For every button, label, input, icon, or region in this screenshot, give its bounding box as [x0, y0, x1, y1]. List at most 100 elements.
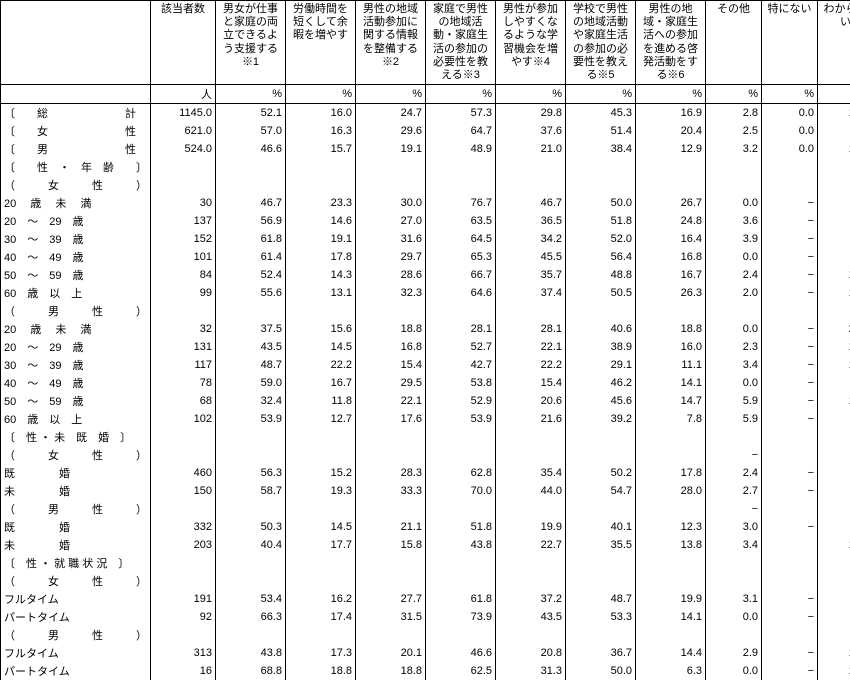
data-cell: 21.1: [356, 518, 426, 536]
data-cell: 18.8: [286, 662, 356, 680]
data-cell: 10.3: [818, 104, 850, 123]
table-row: 既 婚46056.315.228.362.835.450.217.82.4−7.…: [1, 464, 850, 482]
units-row: 人%%%%%%%%%%: [1, 85, 850, 104]
data-cell: 39.2: [566, 410, 636, 428]
data-cell: 17.8: [286, 248, 356, 266]
data-cell: −: [762, 356, 818, 374]
data-cell: [356, 176, 426, 194]
data-cell: 3.6: [706, 212, 762, 230]
data-cell: 20.6: [496, 392, 566, 410]
data-cell: 14.4: [636, 644, 706, 662]
data-cell: [356, 428, 426, 446]
row-label: 20 歳 未 満: [1, 320, 151, 338]
data-cell: [356, 500, 426, 518]
data-cell: 26.3: [636, 284, 706, 302]
h-c4: 家庭で男性の地域活動・家庭生活の参加の必要性を教える※3: [426, 1, 496, 85]
data-cell: 52.7: [426, 338, 496, 356]
row-count: 102: [151, 410, 216, 428]
table-row: （ 女 性 ）: [1, 176, 850, 194]
data-cell: [216, 428, 286, 446]
data-cell: [286, 302, 356, 320]
data-cell: [496, 302, 566, 320]
row-count: 99: [151, 284, 216, 302]
data-cell: 28.1: [426, 320, 496, 338]
row-count: 203: [151, 536, 216, 554]
data-cell: 66.7: [426, 266, 496, 284]
data-cell: 61.8: [426, 590, 496, 608]
data-cell: 51.8: [566, 212, 636, 230]
data-cell: 56.9: [216, 212, 286, 230]
data-cell: 2.0: [706, 284, 762, 302]
data-cell: 12.3: [636, 518, 706, 536]
data-cell: [356, 626, 426, 644]
h-c10: わからない: [818, 1, 850, 85]
data-cell: −: [762, 644, 818, 662]
data-cell: 17.7: [286, 536, 356, 554]
data-cell: 28.3: [356, 464, 426, 482]
data-cell: [286, 500, 356, 518]
data-cell: 12.5: [818, 662, 850, 680]
data-cell: 48.7: [566, 590, 636, 608]
data-cell: 44.0: [496, 482, 566, 500]
data-cell: 38.4: [566, 140, 636, 158]
row-count: 332: [151, 518, 216, 536]
data-cell: [566, 446, 636, 464]
row-label: 既 婚: [1, 518, 151, 536]
data-cell: 11.5: [818, 374, 850, 392]
data-cell: 17.6: [356, 410, 426, 428]
data-cell: 22.2: [286, 356, 356, 374]
data-cell: 45.6: [566, 392, 636, 410]
data-cell: −: [762, 338, 818, 356]
data-cell: 17.8: [636, 464, 706, 482]
row-label: 〔 女 性 〕: [1, 122, 151, 140]
data-cell: 76.7: [426, 194, 496, 212]
data-cell: [706, 572, 762, 590]
data-cell: 12.9: [636, 140, 706, 158]
row-count: [151, 554, 216, 572]
data-cell: 26.7: [636, 194, 706, 212]
row-label: 40 〜 49 歳: [1, 248, 151, 266]
data-cell: −: [762, 590, 818, 608]
data-cell: 3.2: [706, 140, 762, 158]
row-label: 50 〜 59 歳: [1, 392, 151, 410]
data-cell: −: [762, 320, 818, 338]
data-cell: 2.5: [706, 122, 762, 140]
data-cell: [216, 572, 286, 590]
data-cell: 30.0: [356, 194, 426, 212]
data-cell: 65.3: [426, 248, 496, 266]
data-cell: 31.5: [356, 608, 426, 626]
data-cell: 48.8: [566, 266, 636, 284]
data-cell: −: [762, 284, 818, 302]
row-label: （ 男 性 ）: [1, 302, 151, 320]
data-cell: 70.0: [426, 482, 496, 500]
table-row: （ 女 性 ）: [1, 572, 850, 590]
data-cell: −: [762, 608, 818, 626]
data-cell: 27.0: [356, 212, 426, 230]
data-cell: 23.3: [286, 194, 356, 212]
row-count: [151, 572, 216, 590]
row-label: （ 男 性 ）: [1, 500, 151, 518]
data-cell: 0.0: [706, 320, 762, 338]
row-label: 未 婚: [1, 536, 151, 554]
data-cell: 51.8: [426, 518, 496, 536]
data-cell: 52.0: [566, 230, 636, 248]
data-cell: 16.4: [636, 230, 706, 248]
table-row: 〔 性 ・ 就 職 状 況 〕: [1, 554, 850, 572]
data-cell: 64.7: [426, 122, 496, 140]
data-cell: [818, 572, 850, 590]
data-cell: [496, 554, 566, 572]
table-row: 40 〜 49 歳7859.016.729.553.815.446.214.10…: [1, 374, 850, 392]
data-cell: [706, 302, 762, 320]
data-cell: −: [762, 518, 818, 536]
data-cell: 13.1: [286, 284, 356, 302]
data-cell: [286, 554, 356, 572]
data-cell: 18.8: [356, 662, 426, 680]
h-c9: 特にない: [762, 1, 818, 85]
data-cell: 34.2: [496, 230, 566, 248]
data-cell: 12.7: [286, 410, 356, 428]
row-count: 191: [151, 590, 216, 608]
data-cell: 56.3: [216, 464, 286, 482]
data-cell: −: [762, 212, 818, 230]
data-cell: 11.8: [286, 392, 356, 410]
data-cell: [566, 158, 636, 176]
